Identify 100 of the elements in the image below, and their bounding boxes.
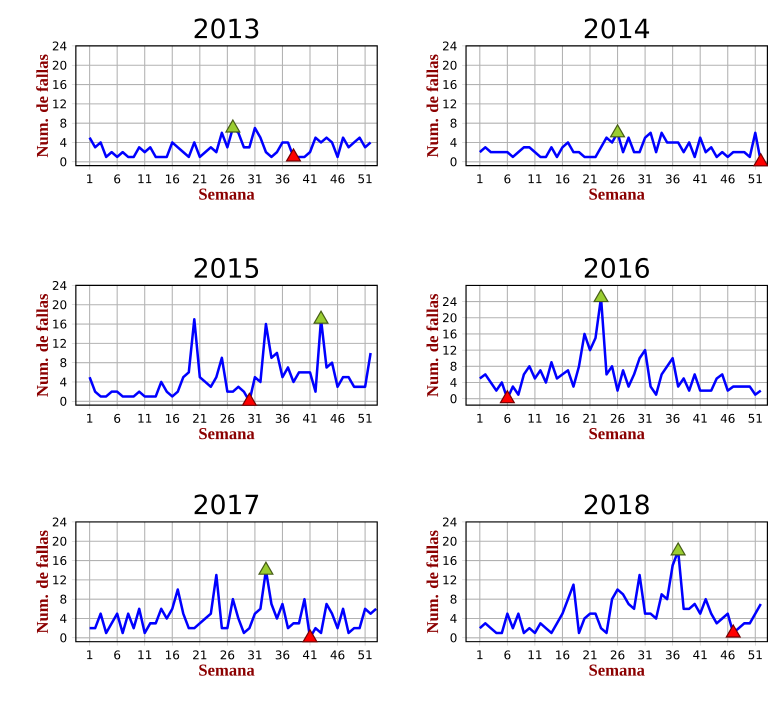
x-tick-label: 26 — [610, 174, 624, 184]
y-tick-label: 12 — [53, 339, 66, 348]
y-tick-label: 8 — [60, 594, 66, 604]
y-tick-label: 4 — [450, 614, 457, 624]
x-tick-label: 21 — [193, 174, 206, 184]
x-tick-label: 51 — [748, 650, 762, 660]
y-tick-label: 4 — [60, 378, 66, 387]
x-tick-label: 41 — [302, 650, 317, 660]
x-axis-title: Semana — [589, 188, 645, 200]
x-tick-label: 1 — [87, 414, 92, 423]
x-tick-label: 31 — [248, 174, 262, 184]
y-tick-label: 16 — [443, 556, 457, 566]
x-tick-label: 26 — [220, 414, 234, 424]
y-tick-label: 0 — [60, 634, 66, 643]
y-tick-label: 0 — [450, 634, 457, 643]
y-tick-label: 4 — [450, 378, 457, 388]
x-axis-title: Semana — [199, 664, 254, 676]
x-tick-label: 31 — [638, 650, 652, 660]
y-tick-label: 20 — [52, 300, 66, 310]
x-tick-label: 6 — [504, 650, 510, 660]
x-tick-label: 11 — [528, 414, 542, 423]
y-tick-label: 16 — [443, 330, 457, 339]
y-tick-label: 20 — [442, 60, 457, 70]
x-tick-label: 6 — [504, 414, 510, 424]
x-tick-label: 11 — [138, 650, 152, 660]
x-tick-label: 21 — [583, 174, 597, 184]
y-tick-label: 8 — [450, 362, 457, 372]
x-tick-label: 36 — [666, 174, 680, 184]
y-tick-label: 20 — [52, 536, 66, 546]
x-tick-label: 11 — [138, 174, 152, 184]
x-tick-label: 36 — [666, 414, 680, 424]
x-tick-label: 26 — [220, 650, 234, 660]
y-tick-label: 16 — [53, 80, 66, 90]
x-tick-label: 1 — [87, 174, 92, 184]
x-tick-label: 26 — [610, 650, 624, 660]
y-axis-title: Num. de fallas — [36, 294, 48, 397]
y-axis-title: Num. de fallas — [426, 54, 438, 158]
x-axis-title: Semana — [589, 428, 645, 440]
x-tick-label: 46 — [720, 174, 735, 184]
y-tick-label: 8 — [60, 118, 66, 128]
x-tick-label: 26 — [220, 174, 234, 184]
y-tick-label: 16 — [443, 80, 457, 90]
x-tick-label: 1 — [87, 650, 92, 660]
x-tick-label: 36 — [276, 650, 290, 660]
x-tick-label: 6 — [114, 174, 120, 184]
y-tick-label: 24 — [442, 297, 457, 306]
x-tick-label: 21 — [583, 650, 597, 660]
x-tick-label: 1 — [477, 174, 483, 184]
x-tick-label: 31 — [638, 414, 652, 424]
chart-title: 2017 — [194, 494, 258, 515]
x-tick-label: 16 — [166, 174, 180, 184]
x-tick-label: 6 — [504, 174, 510, 184]
x-tick-label: 41 — [693, 174, 707, 184]
x-tick-label: 31 — [248, 414, 262, 424]
y-axis-title: Num. de fallas — [426, 530, 438, 634]
y-tick-label: 12 — [53, 100, 66, 109]
x-tick-label: 41 — [302, 414, 317, 423]
x-tick-label: 41 — [693, 650, 707, 660]
x-tick-label: 1 — [477, 414, 483, 423]
chart-title: 2018 — [584, 494, 649, 515]
x-tick-label: 1 — [477, 650, 483, 660]
y-axis-title: Num. de fallas — [36, 530, 48, 634]
x-tick-label: 51 — [358, 174, 372, 184]
x-tick-label: 51 — [358, 414, 372, 423]
y-tick-label: 24 — [52, 281, 66, 290]
x-tick-label: 16 — [556, 174, 570, 184]
y-tick-label: 0 — [450, 158, 457, 167]
x-tick-label: 21 — [583, 414, 597, 423]
y-axis-title: Num. de fallas — [36, 54, 48, 158]
x-tick-label: 11 — [528, 650, 542, 660]
y-tick-label: 20 — [52, 60, 66, 70]
y-tick-label: 24 — [52, 518, 66, 527]
y-tick-label: 24 — [442, 42, 457, 51]
x-tick-label: 51 — [748, 414, 762, 423]
y-tick-label: 20 — [442, 536, 457, 546]
y-tick-label: 16 — [53, 556, 66, 566]
y-tick-label: 4 — [450, 138, 457, 148]
x-tick-label: 46 — [720, 414, 735, 424]
x-tick-label: 36 — [666, 650, 680, 660]
x-tick-label: 16 — [556, 650, 570, 660]
y-axis-title: Num. de fallas — [426, 294, 438, 397]
y-tick-label: 0 — [450, 394, 457, 404]
x-tick-label: 21 — [193, 414, 206, 423]
x-tick-label: 26 — [610, 414, 624, 424]
y-tick-label: 24 — [442, 518, 457, 527]
y-tick-label: 16 — [53, 320, 66, 329]
chart-title: 2016 — [584, 258, 649, 278]
x-tick-label: 41 — [693, 414, 707, 423]
x-tick-label: 31 — [638, 174, 652, 184]
x-tick-label: 46 — [330, 414, 344, 424]
y-tick-label: 4 — [60, 138, 66, 148]
x-tick-label: 16 — [556, 414, 570, 424]
x-axis-title: Semana — [589, 664, 645, 676]
chart-title: 2014 — [584, 18, 650, 39]
y-tick-label: 12 — [53, 576, 66, 585]
y-tick-label: 8 — [450, 594, 457, 604]
x-tick-label: 11 — [138, 414, 152, 423]
x-tick-label: 51 — [358, 650, 372, 660]
x-axis-title: Semana — [199, 188, 254, 200]
y-tick-label: 12 — [443, 346, 456, 355]
